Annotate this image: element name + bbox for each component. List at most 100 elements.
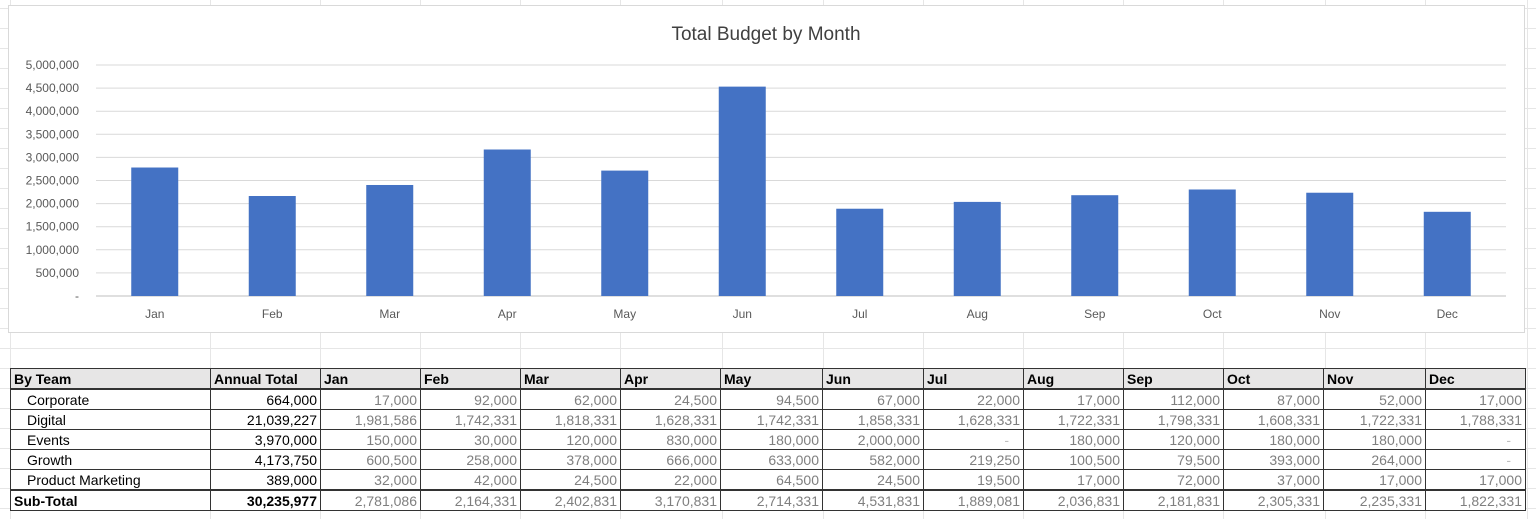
month-cell[interactable]: 120,000 — [520, 429, 621, 450]
month-cell[interactable]: 1,628,331 — [923, 409, 1024, 430]
month-cell[interactable]: 1,608,331 — [1223, 409, 1324, 430]
bar-dec[interactable] — [1423, 211, 1471, 296]
month-cell[interactable]: 67,000 — [822, 388, 924, 410]
annual-total-cell[interactable]: 664,000 — [210, 388, 321, 410]
bar-may[interactable] — [601, 170, 649, 296]
month-cell[interactable]: 42,000 — [420, 469, 521, 491]
month-cell[interactable]: - — [1425, 449, 1526, 470]
month-cell[interactable]: 1,722,331 — [1323, 409, 1426, 430]
month-cell[interactable]: 830,000 — [620, 429, 721, 450]
month-cell[interactable]: 52,000 — [1323, 388, 1426, 410]
month-cell[interactable]: 4,531,831 — [822, 489, 924, 511]
month-cell[interactable]: 258,000 — [420, 449, 521, 470]
month-cell[interactable]: 19,500 — [923, 469, 1024, 491]
month-cell[interactable]: 150,000 — [320, 429, 421, 450]
month-cell[interactable]: 2,402,831 — [520, 489, 621, 511]
month-cell[interactable]: 2,164,331 — [420, 489, 521, 511]
month-cell[interactable]: 17,000 — [1425, 469, 1526, 491]
month-cell[interactable]: 180,000 — [720, 429, 823, 450]
bar-nov[interactable] — [1306, 192, 1354, 296]
month-cell[interactable]: 393,000 — [1223, 449, 1324, 470]
month-cell[interactable]: 1,788,331 — [1425, 409, 1526, 430]
bar-oct[interactable] — [1188, 189, 1236, 296]
month-cell[interactable]: 2,036,831 — [1023, 489, 1124, 511]
month-cell[interactable]: 1,722,331 — [1023, 409, 1124, 430]
month-cell[interactable]: 22,000 — [620, 469, 721, 491]
month-cell[interactable]: 22,000 — [923, 388, 1024, 410]
team-cell[interactable]: Corporate — [10, 388, 211, 410]
annual-total-cell[interactable]: 30,235,977 — [210, 489, 321, 511]
bar-jul[interactable] — [836, 208, 884, 296]
budget-chart[interactable]: Total Budget by Month - 500,000 1,000,000 1… — [8, 5, 1525, 333]
column-header: May — [720, 368, 823, 390]
team-cell[interactable]: Digital — [10, 409, 211, 430]
month-cell[interactable]: 17,000 — [1425, 388, 1526, 410]
annual-total-cell[interactable]: 3,970,000 — [210, 429, 321, 450]
month-cell[interactable]: 600,500 — [320, 449, 421, 470]
team-cell[interactable]: Product Marketing — [10, 469, 211, 491]
team-cell[interactable]: Sub-Total — [10, 489, 211, 511]
month-cell[interactable]: 87,000 — [1223, 388, 1324, 410]
bar-feb[interactable] — [248, 196, 296, 296]
bar-jan[interactable] — [131, 167, 179, 296]
month-cell[interactable]: 2,714,331 — [720, 489, 823, 511]
month-cell[interactable]: 112,000 — [1123, 388, 1224, 410]
month-cell[interactable]: 1,818,331 — [520, 409, 621, 430]
bar-jun[interactable] — [718, 86, 766, 296]
month-cell[interactable]: 24,500 — [620, 388, 721, 410]
month-cell[interactable]: 666,000 — [620, 449, 721, 470]
month-cell[interactable]: 1,858,331 — [822, 409, 924, 430]
month-cell[interactable]: 180,000 — [1223, 429, 1324, 450]
month-cell[interactable]: 219,250 — [923, 449, 1024, 470]
month-cell[interactable]: 24,500 — [520, 469, 621, 491]
month-cell[interactable]: 17,000 — [1023, 469, 1124, 491]
month-cell[interactable]: 17,000 — [320, 388, 421, 410]
month-cell[interactable]: 582,000 — [822, 449, 924, 470]
month-cell[interactable]: 2,235,331 — [1323, 489, 1426, 511]
month-cell[interactable]: 264,000 — [1323, 449, 1426, 470]
month-cell[interactable]: 100,500 — [1023, 449, 1124, 470]
month-cell[interactable]: 1,981,586 — [320, 409, 421, 430]
column-header: Aug — [1023, 368, 1124, 390]
month-cell[interactable]: 17,000 — [1023, 388, 1124, 410]
annual-total-cell[interactable]: 389,000 — [210, 469, 321, 491]
month-cell[interactable]: 37,000 — [1223, 469, 1324, 491]
month-cell[interactable]: 1,742,331 — [420, 409, 521, 430]
month-cell[interactable]: 633,000 — [720, 449, 823, 470]
bar-sep[interactable] — [1071, 195, 1119, 296]
month-cell[interactable]: 1,889,081 — [923, 489, 1024, 511]
column-header: Annual Total — [210, 368, 321, 390]
month-cell[interactable]: 92,000 — [420, 388, 521, 410]
month-cell[interactable]: 3,170,831 — [620, 489, 721, 511]
bar-aug[interactable] — [953, 201, 1001, 296]
month-cell[interactable]: 1,742,331 — [720, 409, 823, 430]
month-cell[interactable]: 1,628,331 — [620, 409, 721, 430]
month-cell[interactable]: 120,000 — [1123, 429, 1224, 450]
month-cell[interactable]: 30,000 — [420, 429, 521, 450]
annual-total-cell[interactable]: 4,173,750 — [210, 449, 321, 470]
month-cell[interactable]: 24,500 — [822, 469, 924, 491]
month-cell[interactable]: 2,181,831 — [1123, 489, 1224, 511]
bar-mar[interactable] — [366, 184, 414, 296]
month-cell[interactable]: 62,000 — [520, 388, 621, 410]
team-cell[interactable]: Events — [10, 429, 211, 450]
month-cell[interactable]: 1,798,331 — [1123, 409, 1224, 430]
month-cell[interactable]: 378,000 — [520, 449, 621, 470]
month-cell[interactable]: 2,781,086 — [320, 489, 421, 511]
month-cell[interactable]: 2,000,000 — [822, 429, 924, 450]
month-cell[interactable]: 1,822,331 — [1425, 489, 1526, 511]
month-cell[interactable]: - — [923, 429, 1024, 450]
month-cell[interactable]: 32,000 — [320, 469, 421, 491]
annual-total-cell[interactable]: 21,039,227 — [210, 409, 321, 430]
month-cell[interactable]: 17,000 — [1323, 469, 1426, 491]
bar-apr[interactable] — [483, 149, 531, 296]
month-cell[interactable]: 79,500 — [1123, 449, 1224, 470]
month-cell[interactable]: 94,500 — [720, 388, 823, 410]
month-cell[interactable]: 2,305,331 — [1223, 489, 1324, 511]
month-cell[interactable]: 180,000 — [1023, 429, 1124, 450]
month-cell[interactable]: - — [1425, 429, 1526, 450]
month-cell[interactable]: 180,000 — [1323, 429, 1426, 450]
month-cell[interactable]: 72,000 — [1123, 469, 1224, 491]
team-cell[interactable]: Growth — [10, 449, 211, 470]
month-cell[interactable]: 64,500 — [720, 469, 823, 491]
